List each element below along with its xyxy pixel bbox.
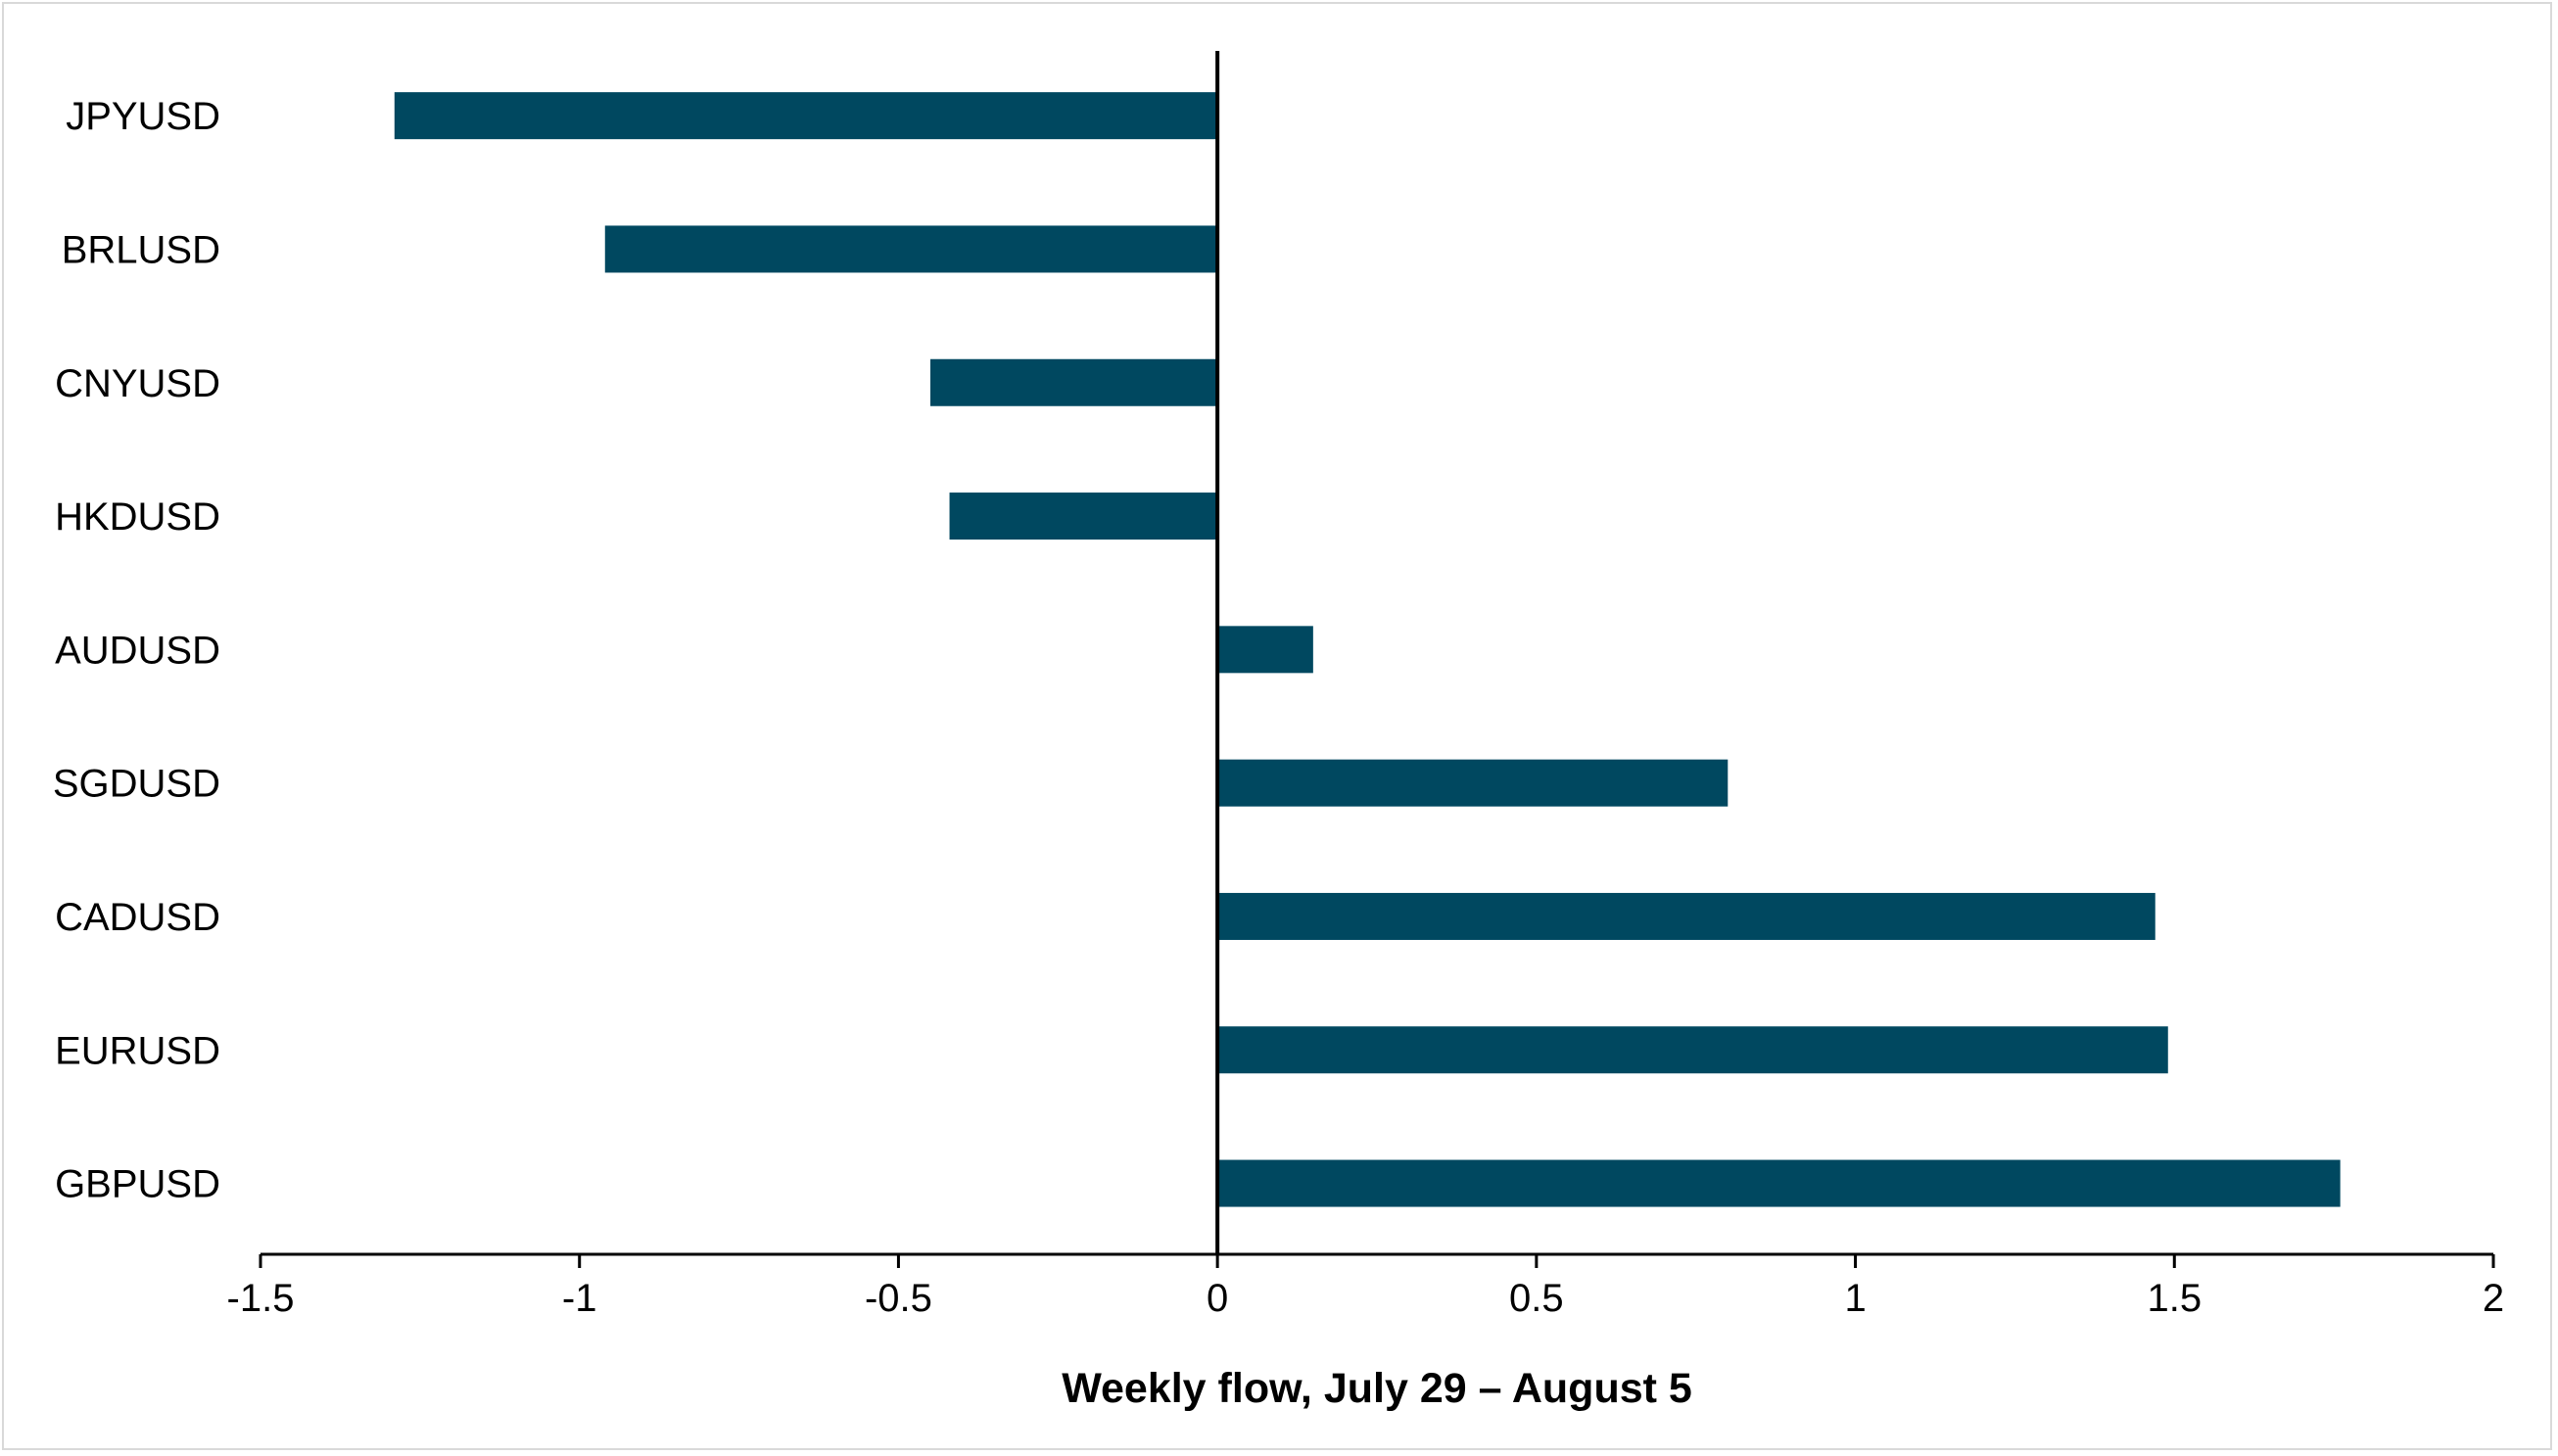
category-label: HKDUSD <box>55 495 220 539</box>
bars-layer <box>394 92 2341 1207</box>
bar-hkdusd <box>949 493 1218 540</box>
category-labels: JPYUSD BRLUSD CNYUSD HKDUSD AUDUSD SGDUSD CADU… <box>53 95 220 1205</box>
bar-audusd <box>1217 626 1313 674</box>
x-tick-label: 1 <box>1844 1277 1866 1320</box>
x-axis-title: Weekly flow, July 29 – August 5 <box>1062 1365 1692 1412</box>
category-label: SGDUSD <box>53 763 220 806</box>
bar-sgdusd <box>1217 759 1729 807</box>
x-tick-label: -1.5 <box>227 1277 295 1320</box>
bar-gbpusd <box>1217 1159 2341 1207</box>
bar-brlusd <box>604 225 1218 273</box>
category-label: CADUSD <box>55 896 220 939</box>
x-tick-label: 0 <box>1207 1277 1228 1320</box>
category-label: BRLUSD <box>62 228 220 271</box>
bar-eurusd <box>1217 1026 2168 1074</box>
category-label: EURUSD <box>55 1029 220 1072</box>
x-tick-label: 2 <box>2483 1277 2504 1320</box>
x-tick-label: -1 <box>562 1277 597 1320</box>
x-axis: -1.5 -1 -0.5 0 0.5 1 1.5 2 <box>227 1252 2504 1320</box>
category-label: AUDUSD <box>55 629 220 672</box>
bar-cnyusd <box>930 358 1218 406</box>
category-label: JPYUSD <box>66 95 220 138</box>
category-label: GBPUSD <box>55 1163 220 1206</box>
x-tick-label: 1.5 <box>2147 1277 2202 1320</box>
bar-cadusd <box>1217 892 2155 940</box>
category-label: CNYUSD <box>55 362 220 405</box>
x-tick-label: -0.5 <box>865 1277 932 1320</box>
bar-jpyusd <box>394 92 1218 140</box>
x-tick-label: 0.5 <box>1509 1277 1564 1320</box>
